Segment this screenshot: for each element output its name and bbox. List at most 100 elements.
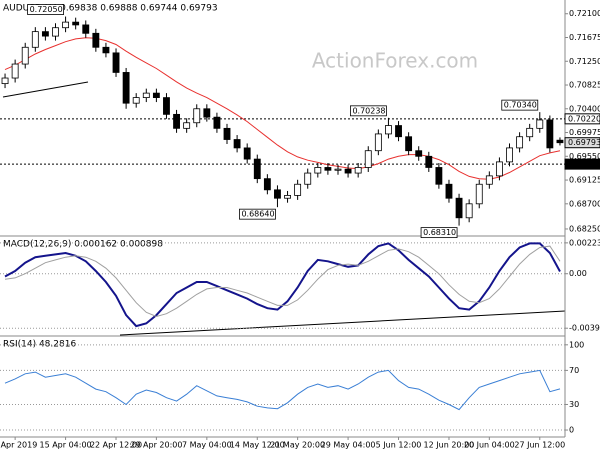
candle-body: [506, 147, 513, 163]
candle-body: [425, 155, 433, 168]
candle-body: [62, 21, 70, 29]
candle-body: [385, 125, 392, 135]
y-tick-label: 100: [569, 340, 584, 349]
candle-body: [465, 203, 473, 219]
candle-body: [304, 172, 312, 185]
candle-body: [1, 77, 9, 85]
x-tick-label: 15 Apr 04:00: [39, 441, 91, 450]
y-tick-label: 0.69125: [569, 176, 600, 185]
chart-title: MACD(12,26,9) 0.000162 0.000898: [3, 240, 163, 250]
candle-body: [52, 27, 59, 37]
last-price-label: 0.69793: [568, 138, 600, 147]
candle-body: [294, 183, 302, 196]
candle-body: [274, 189, 281, 199]
candle-body: [536, 119, 544, 129]
candle-body: [92, 32, 100, 48]
y-tick-label: 0.00: [569, 269, 587, 278]
candle-body: [324, 167, 332, 171]
candle-body: [263, 178, 271, 191]
candle-body: [243, 147, 251, 160]
x-tick-label: 20 Jun 04:00: [464, 441, 515, 450]
trend-line: [2, 81, 89, 98]
candle-body: [445, 183, 453, 199]
candle-body: [41, 31, 49, 37]
x-tick-label: 21 May 20:00: [270, 441, 325, 450]
candle-body: [495, 161, 503, 177]
candle-body: [374, 133, 382, 152]
y-tick-label: 0.70400: [569, 104, 600, 113]
price-annotation-box: [239, 208, 276, 220]
y-tick-label: 0.71250: [569, 57, 600, 66]
watermark: ActionForex.com: [312, 49, 478, 73]
y-tick-label: 30: [569, 400, 579, 409]
rsi-line: [4, 369, 561, 411]
candle-body: [163, 97, 170, 115]
candle-body: [102, 46, 110, 54]
candle-body: [395, 125, 402, 138]
y-tick-label: 0.69550: [569, 152, 600, 161]
x-tick-label: 29 May 04:00: [321, 441, 376, 450]
candle-body: [132, 97, 140, 104]
level-label: 0.70220: [568, 114, 600, 123]
x-tick-label: 5 Apr 2019: [0, 441, 37, 450]
y-tick-label: 0.68250: [569, 224, 600, 233]
candle-body: [415, 150, 423, 157]
y-tick-label: 0.69975: [569, 128, 600, 137]
chart-title: AUDUSD,H4 0.69838 0.69888 0.69744 0.6979…: [3, 4, 218, 14]
y-tick-label: 0.002237: [569, 238, 600, 247]
level-tag: [564, 113, 600, 125]
candle-body: [11, 63, 19, 79]
candle-body: [122, 72, 130, 104]
candle-body: [546, 119, 554, 149]
x-tick-label: 22 Apr 12:00: [90, 441, 142, 450]
candle-body: [405, 136, 413, 152]
candle-body: [112, 52, 120, 73]
candle-body: [284, 195, 291, 199]
candle-body: [152, 92, 160, 98]
candle-body: [354, 167, 362, 174]
candle-body: [233, 139, 241, 149]
price-annotation: 0.68310: [423, 228, 456, 237]
x-tick-label: 29 Apr 20:00: [130, 441, 182, 450]
level-label: 0.69410: [568, 160, 600, 169]
level-tag: [564, 158, 600, 170]
price-annotation-box: [27, 4, 64, 15]
candle-body: [364, 150, 372, 168]
candle-body: [475, 183, 483, 205]
x-tick-label: 14 May 12:00: [230, 441, 285, 450]
x-tick-label: 7 May 04:00: [182, 441, 232, 450]
candle-body: [526, 127, 534, 138]
candle-body: [193, 108, 201, 124]
candle-body: [142, 92, 150, 98]
last-price-tag: [564, 137, 600, 149]
price-annotation-box: [350, 105, 387, 117]
y-tick-label: 70: [569, 366, 579, 375]
x-tick-label: 5 Jun 12:00: [376, 441, 422, 450]
candle-body: [21, 46, 29, 65]
candle-body: [455, 197, 463, 219]
candle-body: [213, 116, 221, 129]
price-annotation: 0.70238: [352, 106, 385, 115]
candle-body: [435, 167, 443, 185]
y-tick-label: -0.00395: [569, 324, 600, 333]
y-tick-label: 0.72100: [569, 9, 600, 18]
price-annotation: 0.68640: [241, 210, 274, 219]
candle-body: [173, 113, 180, 129]
candle-body: [556, 139, 564, 144]
candle-body: [516, 136, 524, 149]
candle-body: [31, 31, 39, 48]
candle-body: [223, 127, 231, 140]
candle-body: [183, 122, 191, 129]
y-tick-label: 0.71675: [569, 33, 600, 42]
candle-body: [82, 24, 90, 34]
candle-body: [253, 158, 261, 180]
price-annotation: 0.70340: [504, 101, 537, 110]
x-tick-label: 12 Jun 20:00: [424, 441, 475, 450]
candle-body: [314, 167, 322, 174]
price-annotation-box: [420, 227, 458, 239]
y-tick-label: 0: [569, 426, 574, 435]
candle-body: [203, 108, 211, 118]
candle-body: [334, 168, 342, 171]
